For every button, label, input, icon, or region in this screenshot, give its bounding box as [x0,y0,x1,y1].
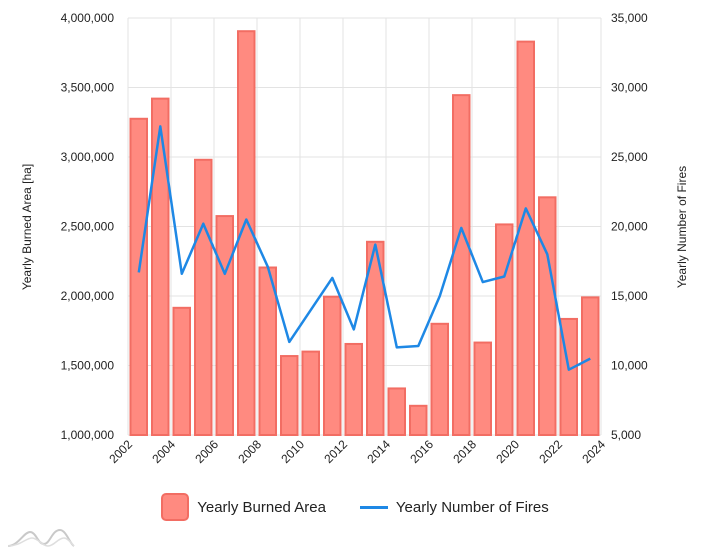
bar-2007[interactable] [237,30,256,437]
fires-point-2013[interactable] [371,241,379,249]
legend-item-burned-area[interactable]: Yearly Burned Area [161,493,326,521]
fires-point-2015[interactable] [414,342,422,350]
y-left-tick-label: 3,000,000 [61,150,115,164]
grid [127,17,602,436]
y-left-axis-title: Yearly Burned Area [ha] [20,164,34,290]
bar-2003[interactable] [151,97,170,437]
fires-point-2010[interactable] [307,306,315,314]
y-left-tick-label: 1,500,000 [61,359,115,373]
bar-2014[interactable] [387,387,406,436]
fires-point-2006[interactable] [221,270,229,278]
x-tick-label: 2004 [149,437,178,466]
bar-2023[interactable] [581,296,600,437]
y-right-axis: 5,000 10,000 15,000 20,000 25,000 30,000 35,00… [611,11,648,442]
x-tick-label: 2008 [235,437,264,466]
bar-2004[interactable] [172,306,191,436]
bar-2011[interactable] [323,295,342,436]
fires-point-2017[interactable] [457,224,465,232]
fires-point-2007[interactable] [242,216,250,224]
line-series [135,122,594,374]
y-right-tick-label: 15,000 [611,289,648,303]
x-tick-label: 2020 [493,437,522,466]
fires-point-2019[interactable] [500,273,508,281]
bar-2006[interactable] [215,215,234,436]
fires-point-2011[interactable] [328,274,336,282]
legend-label: Yearly Number of Fires [395,498,549,516]
x-tick-label: 2018 [450,437,479,466]
fires-line[interactable] [137,125,591,371]
y-left-axis: 1,000,000 1,500,000 2,000,000 2,500,000 3,00… [61,11,115,442]
y-right-tick-label: 35,000 [611,11,648,25]
fires-point-2016[interactable] [436,292,444,300]
y-left-tick-label: 2,000,000 [61,289,115,303]
y-right-tick-label: 10,000 [611,359,648,373]
bar-2015[interactable] [409,404,428,436]
fires-point-2018[interactable] [479,278,487,286]
fires-point-2008[interactable] [264,263,272,271]
x-tick-label: 2012 [321,437,350,466]
legend-label: Yearly Burned Area [197,498,326,516]
x-tick-label: 2014 [364,437,393,466]
y-right-tick-label: 25,000 [611,150,648,164]
bar-2020[interactable] [516,40,535,436]
x-tick-label: 2016 [407,437,436,466]
bar-2018[interactable] [473,341,492,436]
legend-item-number-of-fires[interactable]: Yearly Number of Fires [359,498,549,516]
bar-2010[interactable] [301,350,320,437]
fires-point-2009[interactable] [285,338,293,346]
bar-2008[interactable] [258,266,277,436]
legend-swatch-bar [161,493,190,521]
bar-series [129,30,600,437]
bar-2021[interactable] [538,196,557,436]
x-tick-label: 2022 [536,437,565,466]
bar-2009[interactable] [280,355,299,437]
y-right-tick-label: 5,000 [611,428,641,442]
y-left-tick-label: 1,000,000 [61,428,115,442]
x-tick-label: 2010 [278,437,307,466]
fires-point-2022[interactable] [565,366,573,374]
bar-2002[interactable] [129,117,148,437]
fires-point-2023[interactable] [586,355,594,363]
bar-2012[interactable] [344,342,363,436]
amcharts-logo-icon[interactable] [6,524,76,548]
bar-2016[interactable] [430,322,449,436]
bar-2017[interactable] [452,94,471,437]
bar-2013[interactable] [366,240,385,436]
fires-point-2012[interactable] [350,325,358,333]
y-right-tick-label: 30,000 [611,81,648,95]
y-right-axis-title: Yearly Number of Fires [675,166,689,288]
x-tick-label: 2024 [579,437,608,466]
y-left-tick-label: 4,000,000 [61,11,115,25]
fires-point-2014[interactable] [393,343,401,351]
fires-point-2003[interactable] [156,122,164,130]
legend-swatch-line [359,505,388,509]
y-left-tick-label: 2,500,000 [61,220,115,234]
bar-2005[interactable] [194,158,213,436]
legend: Yearly Burned Area Yearly Number of Fire… [0,490,710,524]
fires-point-2005[interactable] [199,220,207,228]
x-axis: 2002 2004 2006 2008 2010 2012 2014 2016 2018 2020… [106,437,608,466]
fires-point-2021[interactable] [543,250,551,258]
y-right-tick-label: 20,000 [611,220,648,234]
fires-point-2020[interactable] [522,204,530,212]
fires-point-2002[interactable] [135,268,143,276]
fires-point-2004[interactable] [178,270,186,278]
y-left-tick-label: 3,500,000 [61,81,115,95]
x-tick-label: 2006 [192,437,221,466]
